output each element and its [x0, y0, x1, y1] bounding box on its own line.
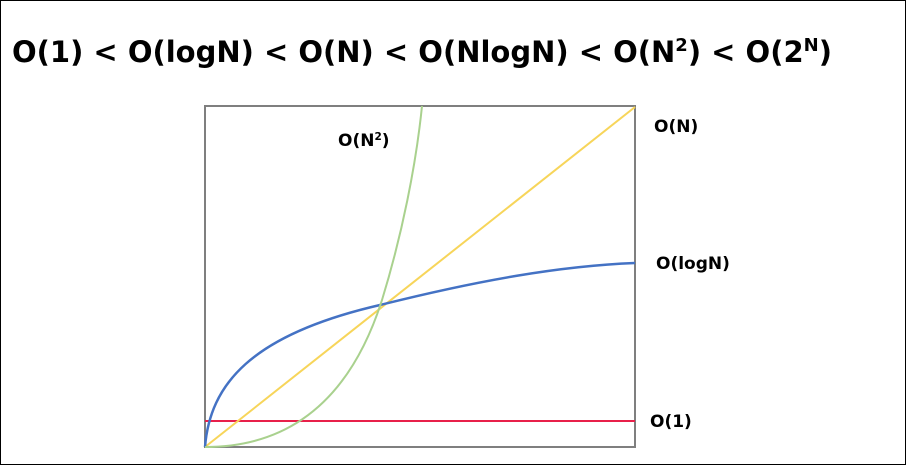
- quadratic-label: O(N2): [338, 131, 390, 151]
- title-part: ) < O(2: [688, 35, 804, 69]
- title-superscript: N: [804, 35, 819, 56]
- constant-label: O(1): [650, 412, 692, 432]
- label-part: O(N: [338, 131, 374, 151]
- title-part: ): [819, 35, 832, 69]
- plot-box: [204, 105, 636, 448]
- label-superscript: 2: [374, 131, 381, 143]
- title-part: O(1) < O(logN) < O(N) < O(NlogN) < O(N: [12, 35, 675, 69]
- title-superscript: 2: [675, 35, 688, 56]
- title: O(1) < O(logN) < O(N) < O(NlogN) < O(N2)…: [12, 35, 832, 69]
- linear-label: O(N): [654, 117, 698, 137]
- quadratic-curve: [204, 105, 423, 448]
- label-part: ): [382, 131, 390, 151]
- log-label: O(logN): [656, 254, 730, 274]
- linear-curve: [204, 106, 636, 448]
